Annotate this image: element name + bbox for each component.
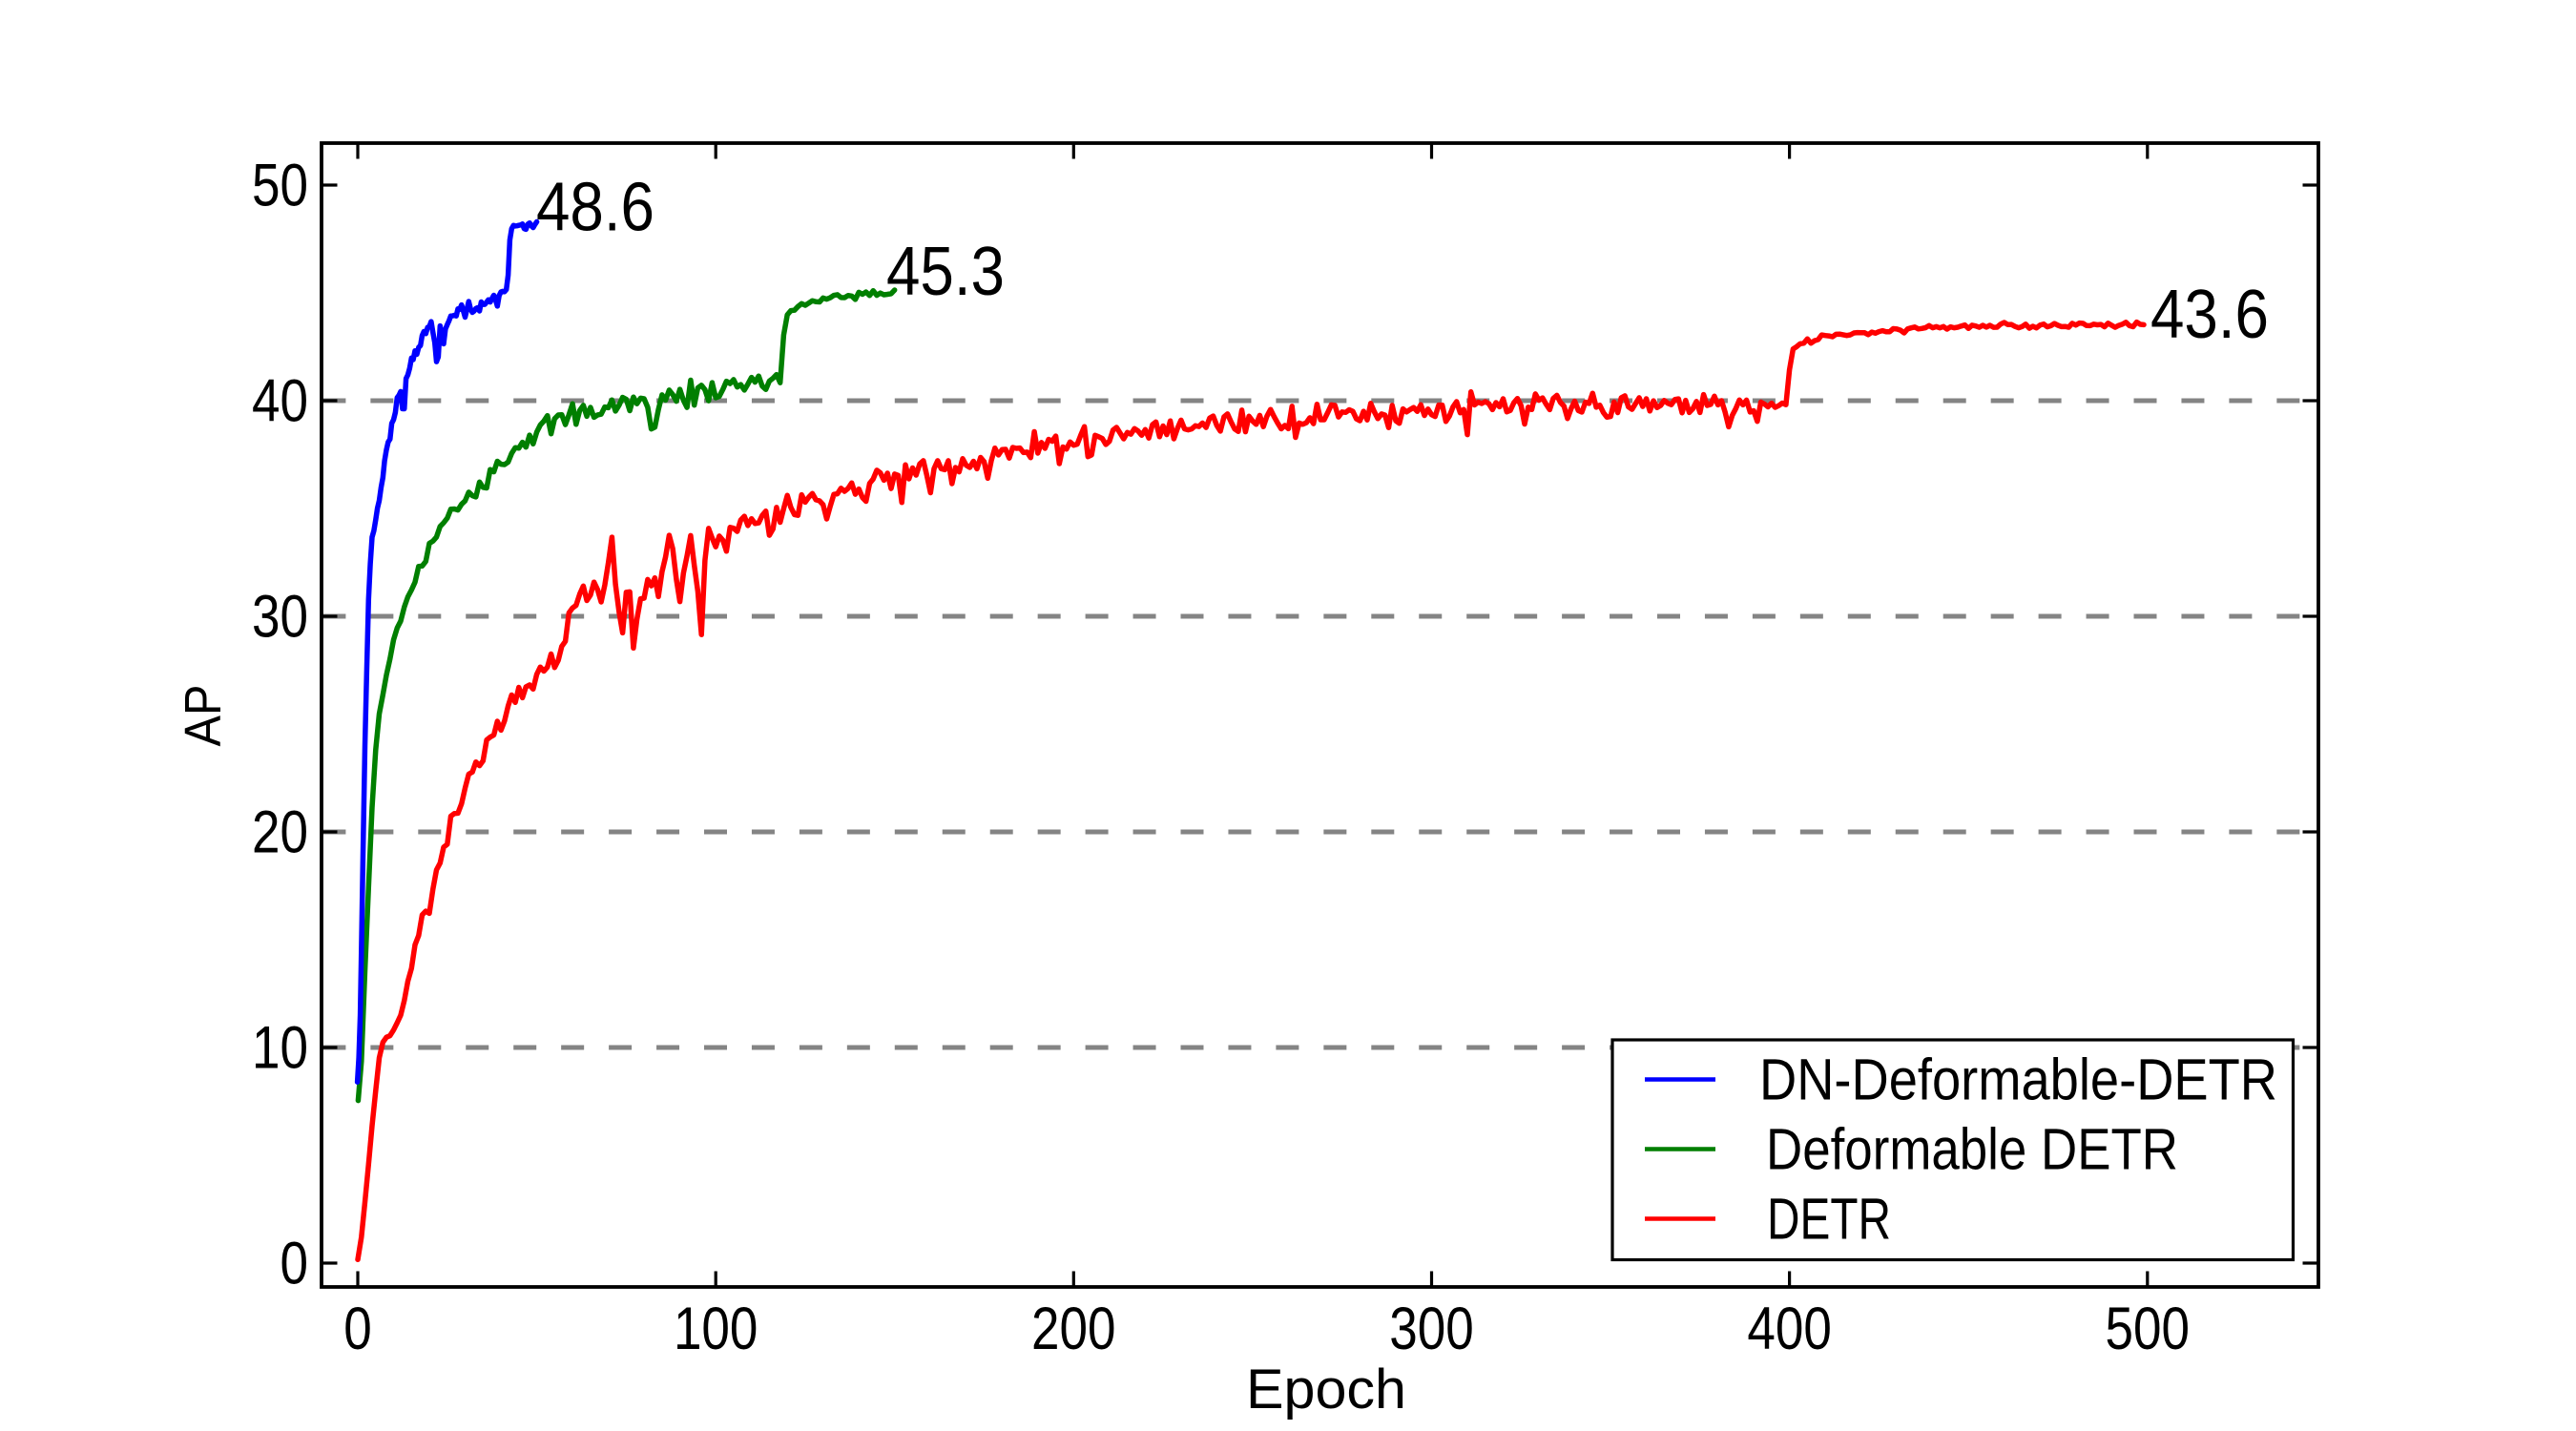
svg-text:48.6: 48.6: [536, 170, 654, 246]
svg-text:DN-Deformable-DETR: DN-Deformable-DETR: [1759, 1047, 2277, 1112]
svg-text:43.6: 43.6: [2150, 277, 2269, 353]
svg-text:100: 100: [674, 1296, 758, 1362]
svg-text:45.3: 45.3: [886, 234, 1005, 310]
svg-text:30: 30: [252, 584, 308, 651]
svg-text:40: 40: [252, 368, 308, 435]
svg-text:400: 400: [1747, 1296, 1832, 1362]
svg-text:Deformable DETR: Deformable DETR: [1766, 1117, 2178, 1182]
svg-text:20: 20: [252, 799, 308, 866]
svg-text:50: 50: [252, 153, 308, 219]
svg-text:300: 300: [1389, 1296, 1474, 1362]
svg-text:0: 0: [343, 1296, 372, 1362]
svg-text:AP: AP: [175, 685, 232, 747]
svg-text:0: 0: [280, 1231, 309, 1297]
svg-text:500: 500: [2106, 1296, 2191, 1362]
svg-text:Epoch: Epoch: [1246, 1358, 1406, 1421]
svg-text:200: 200: [1031, 1296, 1116, 1362]
svg-text:DETR: DETR: [1767, 1187, 1891, 1252]
svg-text:10: 10: [252, 1015, 308, 1082]
